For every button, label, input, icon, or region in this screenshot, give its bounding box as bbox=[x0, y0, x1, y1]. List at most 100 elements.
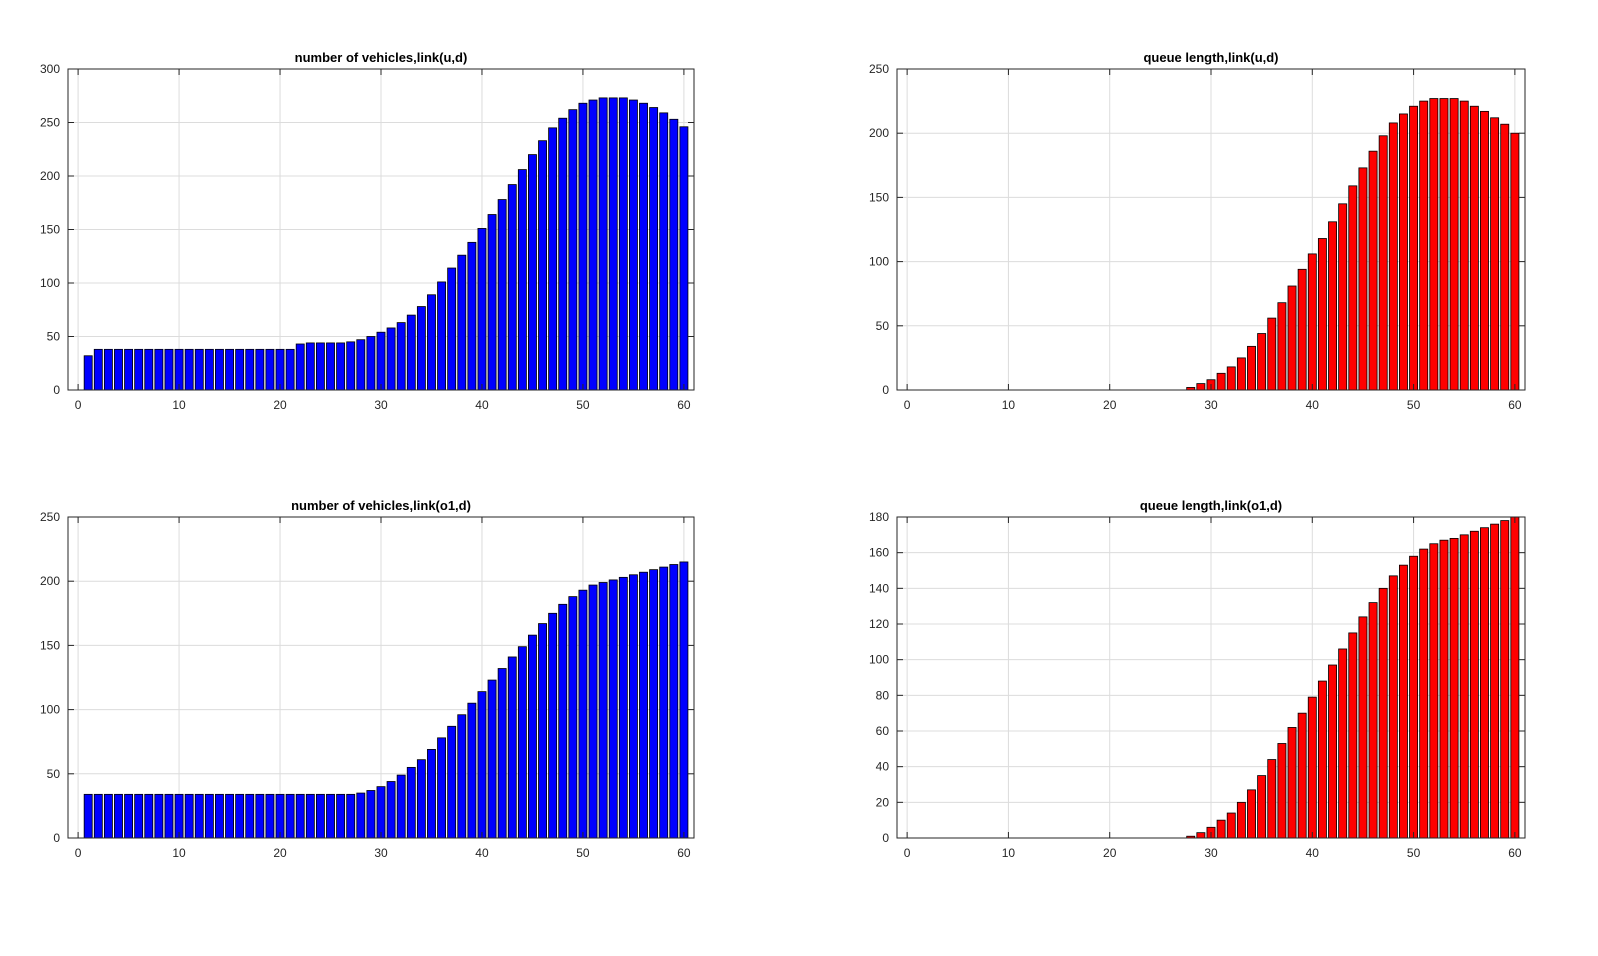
bar bbox=[1307, 696, 1317, 839]
bar bbox=[1196, 832, 1206, 839]
bar bbox=[1267, 759, 1277, 839]
bar bbox=[1429, 543, 1439, 839]
bar bbox=[416, 759, 426, 839]
x-tick-label: 40 bbox=[1306, 398, 1320, 412]
bar bbox=[83, 355, 93, 391]
bar bbox=[1348, 632, 1358, 839]
x-tick-label: 20 bbox=[1103, 398, 1117, 412]
bar bbox=[315, 342, 325, 391]
bar bbox=[1317, 680, 1327, 839]
bar bbox=[1236, 801, 1246, 839]
bar bbox=[1277, 302, 1287, 391]
bar bbox=[285, 348, 295, 391]
bar bbox=[1439, 539, 1449, 839]
bar bbox=[517, 169, 527, 391]
bar bbox=[225, 348, 234, 391]
bar bbox=[154, 348, 164, 391]
bar bbox=[1267, 317, 1277, 391]
y-tick-label: 0 bbox=[882, 383, 889, 397]
bar bbox=[639, 102, 648, 391]
bar bbox=[1439, 98, 1449, 391]
bar bbox=[386, 327, 396, 391]
bar bbox=[144, 793, 154, 839]
y-tick-label: 40 bbox=[876, 760, 890, 774]
x-tick-label: 20 bbox=[1103, 846, 1117, 860]
bar bbox=[558, 117, 568, 391]
x-tick-label: 0 bbox=[904, 846, 911, 860]
bar bbox=[487, 679, 497, 839]
y-tick-label: 160 bbox=[869, 546, 889, 560]
bar bbox=[1480, 110, 1489, 391]
bar bbox=[114, 348, 123, 391]
y-tick-label: 0 bbox=[882, 831, 889, 845]
bar bbox=[376, 331, 386, 391]
bar bbox=[477, 228, 487, 391]
bar bbox=[154, 793, 164, 839]
bar bbox=[679, 561, 689, 839]
bar bbox=[215, 793, 224, 839]
bar bbox=[1226, 366, 1236, 391]
x-tick-label: 60 bbox=[1508, 846, 1522, 860]
bar bbox=[588, 584, 598, 839]
bar bbox=[578, 102, 588, 391]
bar bbox=[1277, 743, 1287, 839]
bar bbox=[538, 140, 547, 391]
y-tick-label: 250 bbox=[869, 62, 889, 76]
bar bbox=[1358, 616, 1368, 839]
bar bbox=[538, 623, 547, 839]
chart-title: queue length,link(u,d) bbox=[1143, 50, 1278, 65]
bar bbox=[305, 793, 315, 839]
bar bbox=[1490, 117, 1500, 391]
x-tick-label: 50 bbox=[576, 846, 590, 860]
bar bbox=[295, 343, 305, 391]
bar bbox=[366, 790, 376, 839]
bar bbox=[1510, 132, 1520, 391]
bar bbox=[669, 118, 679, 391]
bar bbox=[1399, 113, 1408, 391]
y-tick-label: 250 bbox=[40, 510, 60, 524]
y-tick-label: 200 bbox=[40, 169, 60, 183]
bar bbox=[598, 582, 608, 839]
bar bbox=[406, 314, 416, 391]
bar bbox=[346, 793, 356, 839]
x-tick-label: 60 bbox=[677, 846, 691, 860]
bar bbox=[598, 97, 608, 391]
bar bbox=[376, 786, 386, 839]
bar bbox=[679, 126, 689, 391]
bar bbox=[144, 348, 154, 391]
bar bbox=[608, 97, 618, 391]
bar bbox=[649, 107, 659, 391]
x-tick-label: 60 bbox=[677, 398, 691, 412]
y-tick-label: 100 bbox=[40, 276, 60, 290]
bar bbox=[315, 793, 325, 839]
bar bbox=[336, 342, 346, 391]
bar bbox=[608, 579, 618, 839]
bar bbox=[1500, 123, 1510, 391]
bar bbox=[1358, 167, 1368, 391]
bar bbox=[437, 281, 447, 391]
bar bbox=[1307, 253, 1317, 391]
bar bbox=[1216, 819, 1226, 839]
bar bbox=[194, 793, 204, 839]
bar bbox=[184, 793, 194, 839]
y-tick-label: 100 bbox=[40, 703, 60, 717]
bar bbox=[1287, 285, 1297, 391]
y-tick-label: 0 bbox=[53, 383, 60, 397]
chart-title: number of vehicles,link(u,d) bbox=[295, 50, 468, 65]
bar bbox=[568, 596, 578, 839]
chart-panel-2: 0 10 20 30 40 50 60 0 50 100 150 200 250 queue length… bbox=[869, 50, 1526, 412]
bar bbox=[558, 603, 568, 839]
bar bbox=[164, 793, 174, 839]
y-tick-label: 100 bbox=[869, 653, 889, 667]
bar bbox=[1388, 122, 1398, 391]
bar bbox=[528, 154, 537, 391]
x-tick-label: 60 bbox=[1508, 398, 1522, 412]
x-tick-label: 40 bbox=[475, 846, 489, 860]
bar bbox=[194, 348, 204, 391]
bar bbox=[618, 97, 628, 391]
bar bbox=[497, 668, 507, 839]
bar bbox=[457, 254, 467, 391]
bar bbox=[124, 793, 134, 839]
x-tick-label: 30 bbox=[374, 846, 388, 860]
y-tick-label: 180 bbox=[869, 510, 889, 524]
